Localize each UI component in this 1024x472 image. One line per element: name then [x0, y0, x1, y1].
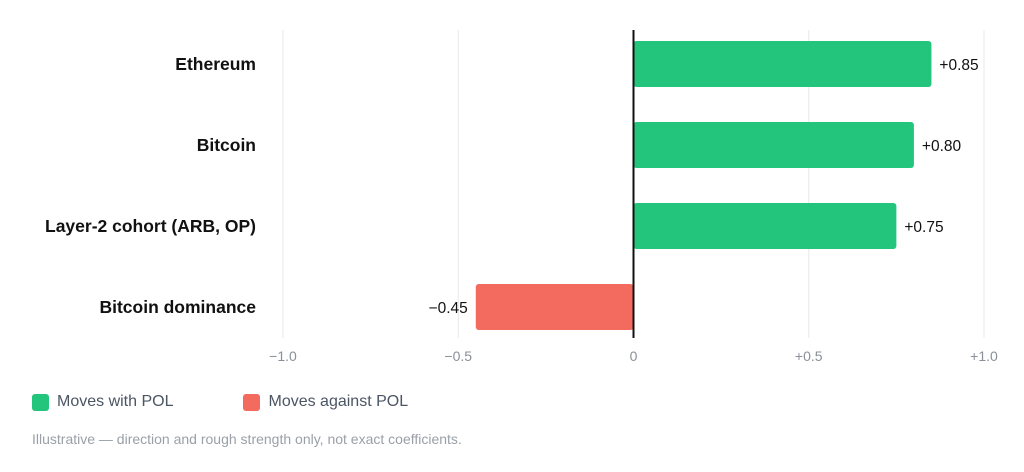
footnote: Illustrative — direction and rough stren…	[32, 431, 462, 447]
data-label: +0.80	[922, 138, 962, 155]
x-tick-label: −0.5	[444, 348, 472, 364]
data-label: +0.85	[939, 57, 978, 74]
chart-area: −1.0 −0.5 0 +0.5 +1.0 Ethereum +0.85 Bitcoin +0.…	[45, 30, 998, 364]
legend-item-positive: Moves with POL	[32, 393, 173, 411]
legend-item-negative: Moves against POL	[243, 393, 408, 411]
category-label: Bitcoin	[197, 135, 256, 155]
data-label: −0.45	[429, 300, 468, 317]
bar	[633, 122, 914, 168]
legend-swatch-negative	[243, 393, 261, 411]
category-label: Layer-2 cohort (ARB, OP)	[45, 216, 256, 236]
bar	[475, 284, 634, 330]
bar	[633, 203, 897, 249]
x-tick-label: +1.0	[970, 348, 998, 364]
category-label: Bitcoin dominance	[99, 297, 256, 317]
legend-label-positive: Moves with POL	[57, 393, 174, 410]
legend-swatch-positive	[32, 393, 49, 411]
x-tick-label: −1.0	[269, 348, 297, 364]
legend-label-negative: Moves against POL	[268, 393, 409, 410]
x-tick-label: +0.5	[795, 348, 823, 364]
data-label: +0.75	[904, 219, 943, 236]
x-tick-label: 0	[630, 348, 638, 364]
bar	[633, 41, 932, 87]
category-label: Ethereum	[175, 54, 256, 74]
legend: Moves with POL Moves against POL	[32, 393, 478, 411]
